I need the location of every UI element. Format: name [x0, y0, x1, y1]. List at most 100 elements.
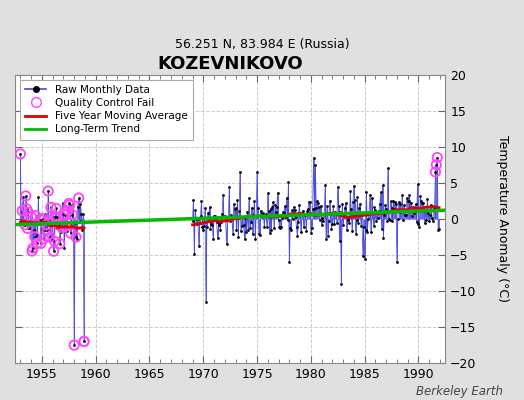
Point [46, 234, 54, 240]
Point [301, 212, 310, 218]
Point [64, 200, 73, 207]
Point [318, 215, 326, 221]
Point [20, 222, 29, 228]
Point [407, 200, 416, 206]
Point [198, 224, 206, 230]
Point [410, 210, 418, 216]
Point [232, 227, 241, 234]
Point [30, 234, 39, 240]
Point [79, 211, 88, 217]
Point [420, 220, 429, 226]
Point [75, 218, 84, 224]
Point [424, 210, 432, 216]
Point [220, 214, 228, 220]
Point [310, 206, 319, 212]
Point [388, 218, 397, 225]
Point [235, 208, 243, 214]
Point [72, 234, 80, 240]
Point [206, 226, 215, 232]
Point [308, 224, 316, 231]
Point [345, 220, 354, 226]
Point [287, 227, 296, 234]
Point [224, 215, 233, 222]
Point [27, 214, 35, 220]
Point [258, 211, 267, 218]
Point [275, 217, 283, 223]
Point [324, 218, 333, 224]
Point [366, 192, 374, 198]
Point [271, 209, 280, 215]
Point [264, 190, 272, 196]
Point [230, 201, 238, 207]
Point [428, 215, 436, 221]
Point [24, 209, 32, 216]
Point [203, 224, 211, 230]
Point [50, 238, 59, 244]
Point [42, 222, 51, 228]
Point [40, 211, 49, 218]
Point [68, 211, 77, 218]
Point [389, 198, 398, 204]
Point [247, 219, 255, 226]
Point [435, 226, 443, 232]
Point [432, 162, 441, 168]
Point [402, 212, 410, 218]
Point [349, 199, 357, 206]
Point [37, 240, 45, 246]
Point [363, 229, 372, 235]
Point [309, 206, 317, 212]
Point [212, 216, 220, 222]
Point [270, 225, 278, 231]
Point [241, 236, 249, 242]
Point [239, 222, 248, 228]
Point [41, 227, 50, 233]
Point [314, 200, 322, 206]
Point [59, 211, 68, 218]
Point [56, 240, 64, 247]
Point [405, 198, 413, 204]
Point [203, 210, 212, 216]
Point [74, 195, 83, 201]
Point [281, 214, 290, 220]
Point [54, 222, 63, 228]
Point [62, 223, 70, 229]
Point [24, 225, 32, 232]
Point [43, 227, 51, 233]
Point [46, 234, 54, 240]
Point [387, 205, 396, 211]
Point [218, 211, 226, 217]
Point [189, 197, 198, 203]
Point [290, 207, 299, 214]
Point [243, 209, 252, 215]
Point [419, 200, 427, 206]
Point [359, 224, 368, 230]
Point [214, 222, 223, 228]
Point [29, 245, 37, 251]
Point [305, 199, 313, 205]
Point [58, 224, 66, 231]
Point [52, 205, 60, 212]
Point [51, 214, 60, 220]
Point [23, 206, 31, 212]
Point [385, 216, 393, 222]
Point [289, 216, 297, 222]
Point [346, 188, 354, 194]
Point [280, 210, 288, 216]
Point [318, 222, 326, 228]
Point [225, 184, 234, 190]
Point [431, 169, 440, 175]
Point [53, 214, 61, 221]
Point [413, 181, 422, 188]
Point [295, 202, 303, 208]
Point [18, 208, 26, 214]
Point [228, 231, 237, 237]
Point [268, 204, 277, 210]
Point [208, 222, 216, 228]
Point [277, 224, 286, 231]
Point [39, 236, 48, 242]
Point [380, 212, 389, 218]
Point [378, 182, 387, 188]
Point [395, 199, 403, 206]
Point [296, 210, 304, 216]
Point [376, 201, 384, 208]
